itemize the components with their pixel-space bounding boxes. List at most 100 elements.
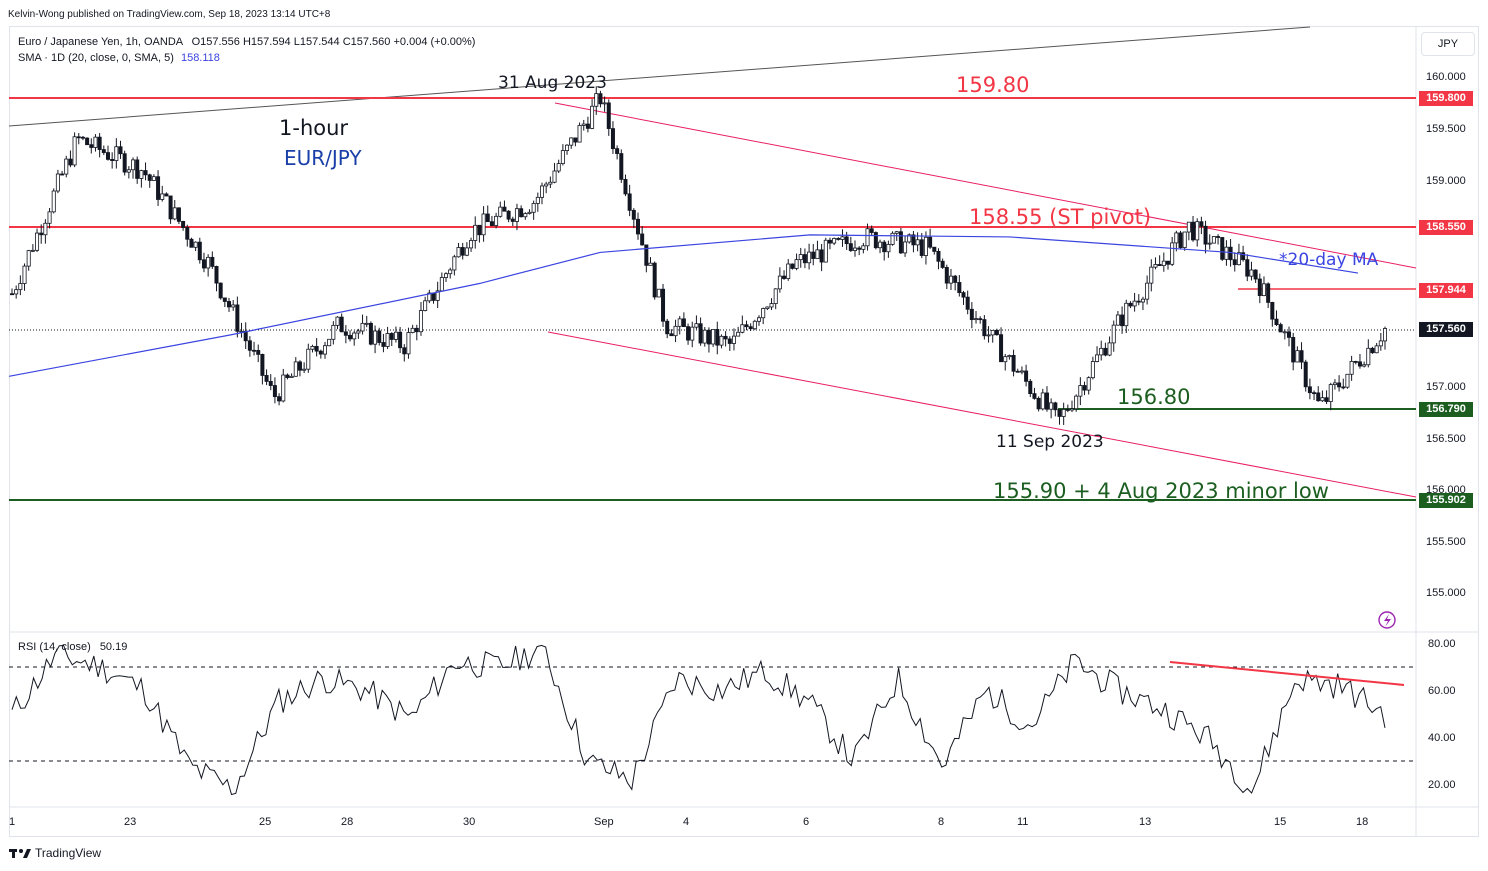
time-tick: 4 [683,816,690,828]
candle-body [556,163,561,172]
low-date-label[interactable]: 11 Sep 2023 [996,432,1104,452]
time-tick: 18 [1356,816,1369,828]
level-159-80-label[interactable]: 159.80 [956,73,1030,97]
candle-body [339,316,344,333]
candle-body [189,238,194,248]
candle-body [898,231,903,254]
price-tick: 155.000 [1426,587,1466,599]
candle-body [172,207,177,220]
candle-body [1015,370,1020,373]
currency-button[interactable]: JPY [1421,32,1475,56]
candle-body [823,239,828,263]
candle-body [1057,409,1062,417]
sma-20d-line[interactable] [8,234,1359,377]
candle-body [623,178,628,195]
candle-body [210,256,215,267]
candle-body [610,128,615,150]
candle-body [1170,242,1175,265]
brand-label: TradingView [35,846,102,860]
candle-body [418,310,423,333]
tradingview-logo[interactable]: TradingView [9,846,101,860]
candle-body [47,211,52,224]
channel-upper-line[interactable] [554,102,1417,269]
sma-value: 158.118 [180,52,220,64]
candle-body [1349,361,1354,375]
candle-body [406,332,411,355]
ma-label[interactable]: *20-day MA [1279,250,1379,270]
candle-body [464,247,469,256]
candle-body [398,331,403,349]
candle-body [1074,395,1079,410]
candle-body [844,236,849,245]
candle-body [882,241,887,253]
candle-body [118,146,123,155]
candle-body [1082,385,1087,391]
candle-body [1378,340,1383,347]
candle-body [1099,347,1104,356]
candle-body [214,265,219,284]
candle-body [594,93,599,107]
candle-body [1312,392,1317,395]
candle-body [227,301,232,308]
candle-body [965,296,970,310]
ohlc-close: C157.560 [342,36,391,48]
candle-body [143,170,148,176]
candle-body [260,353,265,376]
candle-body [644,244,649,266]
candle-body [706,329,711,345]
lightning-icon[interactable] [1378,611,1396,629]
candle-body [460,247,465,256]
price-tick: 160.000 [1426,71,1466,83]
candle-body [55,173,60,192]
time-tick: 28 [341,816,354,828]
candle-body [581,123,586,126]
candle-body [1362,364,1367,367]
price-tag-158-55: 158.550 [1419,220,1473,235]
rsi-line[interactable] [11,644,1386,796]
candle-body [147,174,152,181]
candle-body [640,233,645,246]
candle-body [782,275,787,279]
pair-label[interactable]: EUR/JPY [284,146,362,170]
candle-body [206,256,211,269]
candle-body [577,125,582,143]
long-trendline[interactable] [8,26,1311,127]
price-tick: 159.500 [1426,123,1466,135]
candle-body [1245,259,1250,277]
channel-lower-line[interactable] [547,331,1417,498]
candle-body [907,234,912,243]
candle-body [135,159,140,179]
candle-body [598,93,603,105]
price-tick: 156.500 [1426,433,1466,445]
timeframe-label[interactable]: 1-hour [279,116,349,140]
sma-legend[interactable]: SMA · 1D (20, close, 0, SMA, 5) 158.118 [18,52,220,64]
candle-body [573,137,578,143]
candle-body [827,239,832,244]
symbol-legend[interactable]: Euro / Japanese Yen, 1h, OANDA O157.556 … [18,36,475,48]
candle-body [156,176,161,200]
candle-body [798,254,803,261]
candle-body [1328,384,1333,402]
candle-body [368,322,373,345]
level-156-80-label[interactable]: 156.80 [1117,385,1191,409]
candle-body [627,193,632,211]
candle-body [289,375,294,378]
candle-body [535,196,540,204]
candle-body [310,345,315,350]
level-155-90-label[interactable]: 155.90 + 4 Aug 2023 minor low [993,479,1329,503]
candle-body [811,251,816,259]
price-tag-159-8: 159.800 [1419,91,1473,106]
level-158-55-label[interactable]: 158.55 (ST pivot) [969,205,1152,229]
candle-body [252,349,257,352]
candle-body [894,231,899,234]
candlestick-series[interactable] [9,86,1388,425]
candle-body [757,317,762,322]
rsi-divergence-line[interactable] [1169,661,1405,686]
chart-frame [9,26,1479,837]
candle-body [865,228,870,247]
candle-body [1174,232,1179,244]
rsi-legend[interactable]: RSI (14, close) 50.19 [18,641,127,653]
peak-date-label[interactable]: 31 Aug 2023 [498,73,607,93]
candle-body [1320,397,1325,402]
